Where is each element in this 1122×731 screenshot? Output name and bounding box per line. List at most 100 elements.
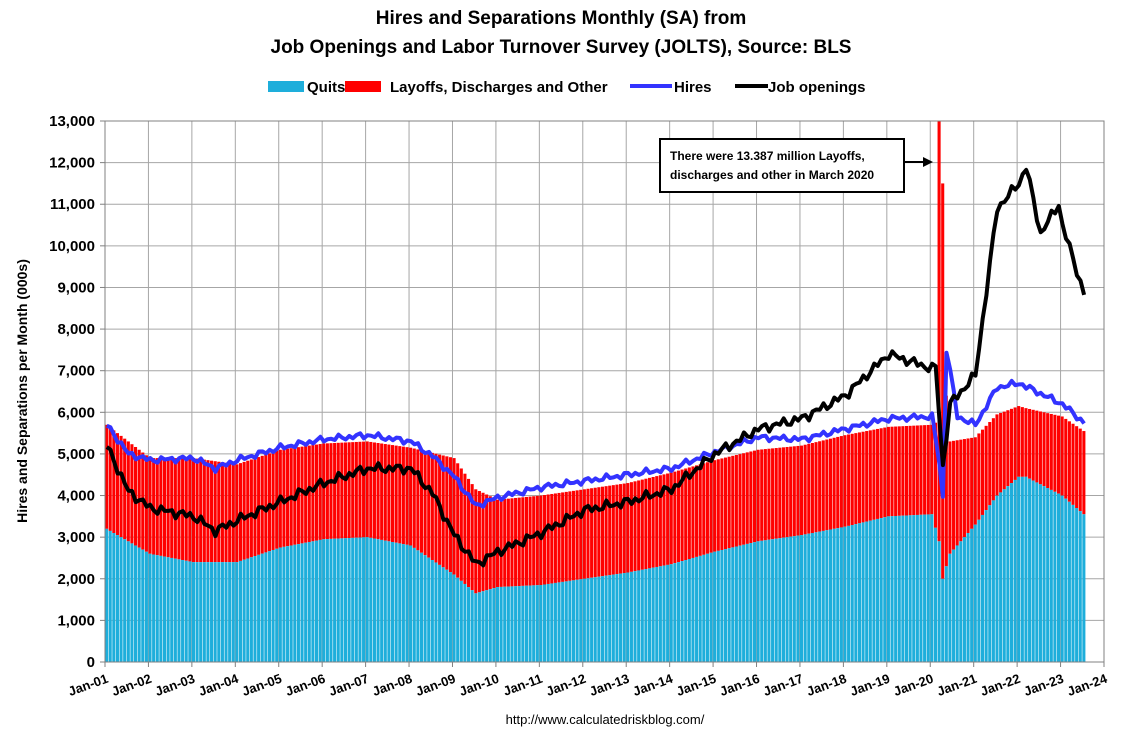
- y-tick-label: 10,000: [49, 238, 95, 255]
- layoffs-bar: [191, 458, 195, 563]
- quits-bar: [742, 544, 746, 662]
- quits-bar: [774, 538, 778, 662]
- layoffs-bar: [854, 433, 858, 525]
- layoffs-bar: [1006, 410, 1010, 487]
- quits-bar: [832, 528, 836, 662]
- legend-label-quits: Quits: [307, 79, 345, 96]
- layoffs-bar: [224, 462, 228, 563]
- layoffs-bar: [890, 426, 894, 517]
- layoffs-bar: [170, 458, 174, 558]
- layoffs-bar: [405, 447, 409, 545]
- quits-bar: [825, 530, 829, 662]
- quits-bar: [112, 532, 116, 662]
- layoffs-bar: [980, 429, 985, 515]
- layoffs-bar: [810, 442, 814, 533]
- layoffs-bar: [448, 457, 452, 573]
- annotation-line1: There were 13.387 million Layoffs,: [670, 149, 865, 163]
- quits-bar: [629, 571, 633, 662]
- chart-title-line1: Hires and Separations Monthly (SA) from: [376, 8, 747, 29]
- x-tick-label: Jan-21: [935, 671, 979, 699]
- quits-bar: [850, 525, 854, 662]
- quits-bar: [818, 531, 822, 662]
- quits-bar: [173, 558, 177, 662]
- quits-bar: [362, 537, 366, 662]
- layoffs-bar: [249, 459, 253, 558]
- layoffs-bar: [727, 456, 731, 549]
- quits-bar: [409, 545, 413, 662]
- quits-bar: [166, 557, 170, 662]
- layoffs-bar: [390, 445, 395, 543]
- grid: [104, 120, 1105, 663]
- quits-bar: [278, 547, 282, 662]
- quits-bar: [720, 549, 724, 662]
- layoffs-bar: [300, 446, 304, 544]
- layoffs-bar: [260, 455, 264, 554]
- layoffs-bar: [1053, 414, 1057, 492]
- quits-bar: [1038, 484, 1042, 662]
- layoffs-bar: [749, 451, 753, 544]
- layoffs-bar: [264, 454, 268, 553]
- y-axis-ticks: 0 1,000 2,000 3,000 4,000 5,000 6,000 7,000 8,00…: [49, 113, 105, 671]
- quits-bar: [749, 543, 753, 662]
- quits-bar: [1009, 483, 1014, 662]
- layoffs-bar: [593, 487, 597, 578]
- annotation-box: [659, 138, 905, 193]
- x-tick-label: Jan-12: [544, 671, 588, 699]
- layoffs-bar: [705, 462, 709, 554]
- layoffs-bar: [763, 449, 767, 541]
- quits-bar: [1028, 478, 1032, 662]
- quits-bar: [738, 545, 742, 662]
- quits-bar: [1031, 480, 1035, 662]
- layoffs-bar: [271, 452, 275, 550]
- quits-bar: [477, 592, 481, 662]
- layoffs-bar: [676, 470, 681, 563]
- layoffs-bar: [944, 395, 948, 567]
- layoffs-bar: [619, 484, 623, 574]
- quits-bar: [159, 555, 163, 662]
- quits-bar: [669, 564, 673, 662]
- quits-bar: [137, 547, 141, 662]
- quits-bar: [709, 552, 713, 662]
- quits-bar: [923, 514, 927, 662]
- x-tick-label: Jan-03: [153, 671, 197, 699]
- legend-swatch-layoffs: [345, 81, 381, 92]
- layoffs-bar: [340, 442, 344, 539]
- quits-bar: [908, 515, 912, 662]
- quits-bar: [868, 520, 872, 662]
- layoffs-bar: [1082, 431, 1086, 515]
- quits-bar: [499, 586, 503, 662]
- x-tick-label: Jan-04: [196, 670, 241, 698]
- layoffs-bar: [915, 425, 919, 515]
- quits-bar: [445, 569, 449, 662]
- layoffs-bar: [988, 422, 992, 506]
- quits-bar: [220, 562, 224, 662]
- quits-bar: [282, 546, 286, 662]
- layoffs-bar: [626, 483, 630, 573]
- quits-bar: [369, 537, 373, 662]
- layoffs-bar: [637, 480, 641, 571]
- quits-bar: [626, 572, 630, 662]
- quits-bar: [235, 562, 239, 662]
- quits-bar: [134, 545, 138, 662]
- layoffs-bar: [1046, 413, 1050, 489]
- y-tick-label: 0: [87, 654, 95, 671]
- layoffs-bar: [213, 461, 217, 563]
- quits-bar: [593, 577, 597, 662]
- layoffs-bar: [358, 441, 362, 538]
- quits-bar: [991, 500, 995, 662]
- layoffs-bar: [564, 491, 568, 582]
- layoffs-bar: [886, 426, 890, 517]
- legend: Quits Layoffs, Discharges and Other Hire…: [268, 79, 866, 96]
- quits-bar: [115, 535, 119, 662]
- layoffs-bar: [680, 469, 684, 562]
- layoffs-bar: [789, 446, 793, 537]
- layoffs-bar: [467, 478, 471, 588]
- y-tick-label: 13,000: [49, 113, 95, 130]
- quits-bar: [597, 576, 601, 662]
- quits-bar: [195, 562, 199, 662]
- quits-bar: [836, 528, 840, 662]
- quits-bar: [800, 535, 804, 662]
- bars-layer: [105, 121, 1086, 662]
- quits-bar: [662, 565, 666, 662]
- quits-bar: [427, 557, 431, 662]
